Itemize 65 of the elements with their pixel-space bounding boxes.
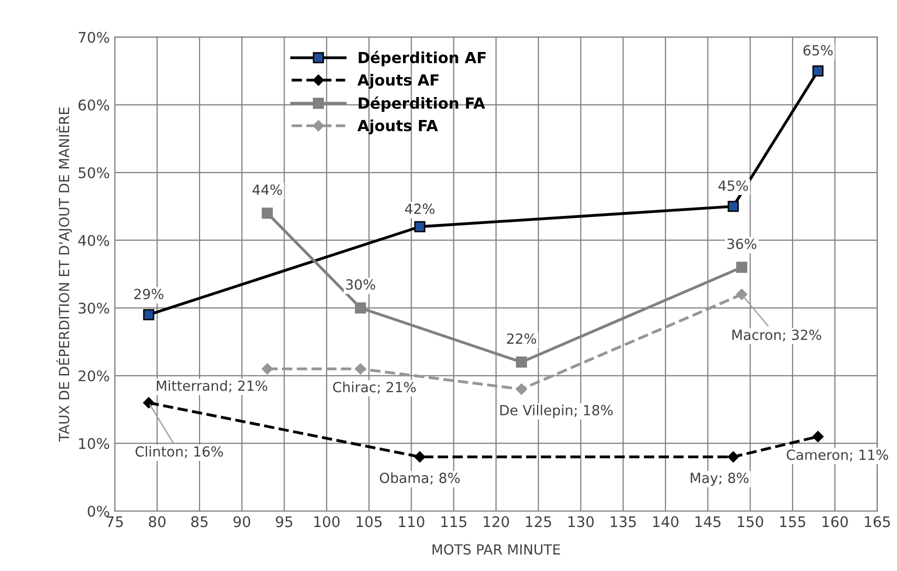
legend-label: Déperdition FA bbox=[358, 96, 486, 112]
point bbox=[736, 262, 748, 273]
data-label: 44% bbox=[252, 184, 282, 195]
data-label: De Villepin; 18% bbox=[500, 404, 613, 418]
x-tick-label: 160 bbox=[822, 516, 848, 528]
y-tick-label: 40% bbox=[78, 234, 110, 246]
x-tick-label: 110 bbox=[399, 516, 424, 528]
y-tick-label: 10% bbox=[79, 438, 110, 450]
data-label: Clinton; 16% bbox=[136, 446, 223, 458]
point bbox=[414, 221, 426, 232]
point bbox=[812, 430, 824, 442]
y-tick-label: 50% bbox=[78, 167, 110, 178]
x-tick-label: 95 bbox=[276, 516, 292, 528]
y-tick-label: 0% bbox=[88, 506, 110, 517]
data-label: Macron; 32% bbox=[732, 330, 822, 342]
data-label: Obama; 8% bbox=[380, 472, 460, 485]
y-tick-label: 60% bbox=[78, 100, 110, 111]
y-tick-label: 30% bbox=[78, 302, 110, 314]
point bbox=[812, 65, 824, 77]
point bbox=[728, 451, 739, 462]
y-tick-label: 70% bbox=[78, 32, 110, 43]
point bbox=[516, 356, 528, 368]
point bbox=[354, 302, 366, 314]
x-tick-label: 115 bbox=[441, 516, 466, 528]
data-label: 29% bbox=[134, 288, 164, 300]
point bbox=[143, 397, 154, 408]
x-axis-title: MOTS PAR MINUTE bbox=[432, 544, 560, 555]
legend-label: Ajouts AF bbox=[357, 74, 438, 89]
data-label: 36% bbox=[727, 238, 756, 250]
data-label: Chirac; 21% bbox=[333, 382, 416, 394]
x-tick-label: 140 bbox=[653, 516, 678, 528]
y-axis-title: TAUX DE DÉPERDITION ET D'AJOUT DE MANIÈRE bbox=[56, 107, 72, 442]
point bbox=[516, 384, 528, 395]
point bbox=[736, 288, 748, 300]
point bbox=[354, 363, 366, 374]
data-label: May; 8% bbox=[690, 472, 749, 486]
data-label: Cameron; 11% bbox=[786, 450, 888, 462]
x-tick-label: 75 bbox=[106, 516, 123, 528]
data-label: 65% bbox=[804, 45, 833, 56]
x-tick-label: 90 bbox=[234, 516, 250, 528]
legend-label: Ajouts FA bbox=[357, 119, 438, 134]
x-tick-label: 130 bbox=[568, 516, 594, 528]
y-tick-label: 20% bbox=[78, 370, 110, 382]
x-tick-label: 100 bbox=[314, 516, 340, 528]
x-tick-label: 105 bbox=[356, 516, 382, 528]
x-tick-label: 165 bbox=[864, 516, 890, 528]
point bbox=[143, 309, 154, 320]
data-label: Mitterrand; 21% bbox=[156, 380, 268, 392]
x-tick-label: 125 bbox=[526, 516, 552, 528]
data-label: 42% bbox=[405, 204, 434, 214]
legend-label: Déperdition AF bbox=[358, 50, 486, 66]
x-tick-label: 150 bbox=[738, 516, 764, 528]
x-tick-label: 80 bbox=[148, 516, 166, 528]
data-label: 22% bbox=[507, 333, 536, 344]
point bbox=[414, 451, 426, 462]
x-tick-label: 120 bbox=[484, 516, 509, 528]
point bbox=[728, 200, 739, 212]
x-tick-label: 145 bbox=[696, 516, 720, 528]
point bbox=[262, 208, 273, 219]
x-tick-label: 135 bbox=[610, 516, 636, 528]
data-label: 30% bbox=[346, 279, 376, 290]
x-tick-label: 155 bbox=[780, 516, 806, 528]
data-label: 45% bbox=[718, 180, 748, 191]
x-tick-label: 85 bbox=[191, 516, 208, 528]
point bbox=[262, 363, 273, 374]
